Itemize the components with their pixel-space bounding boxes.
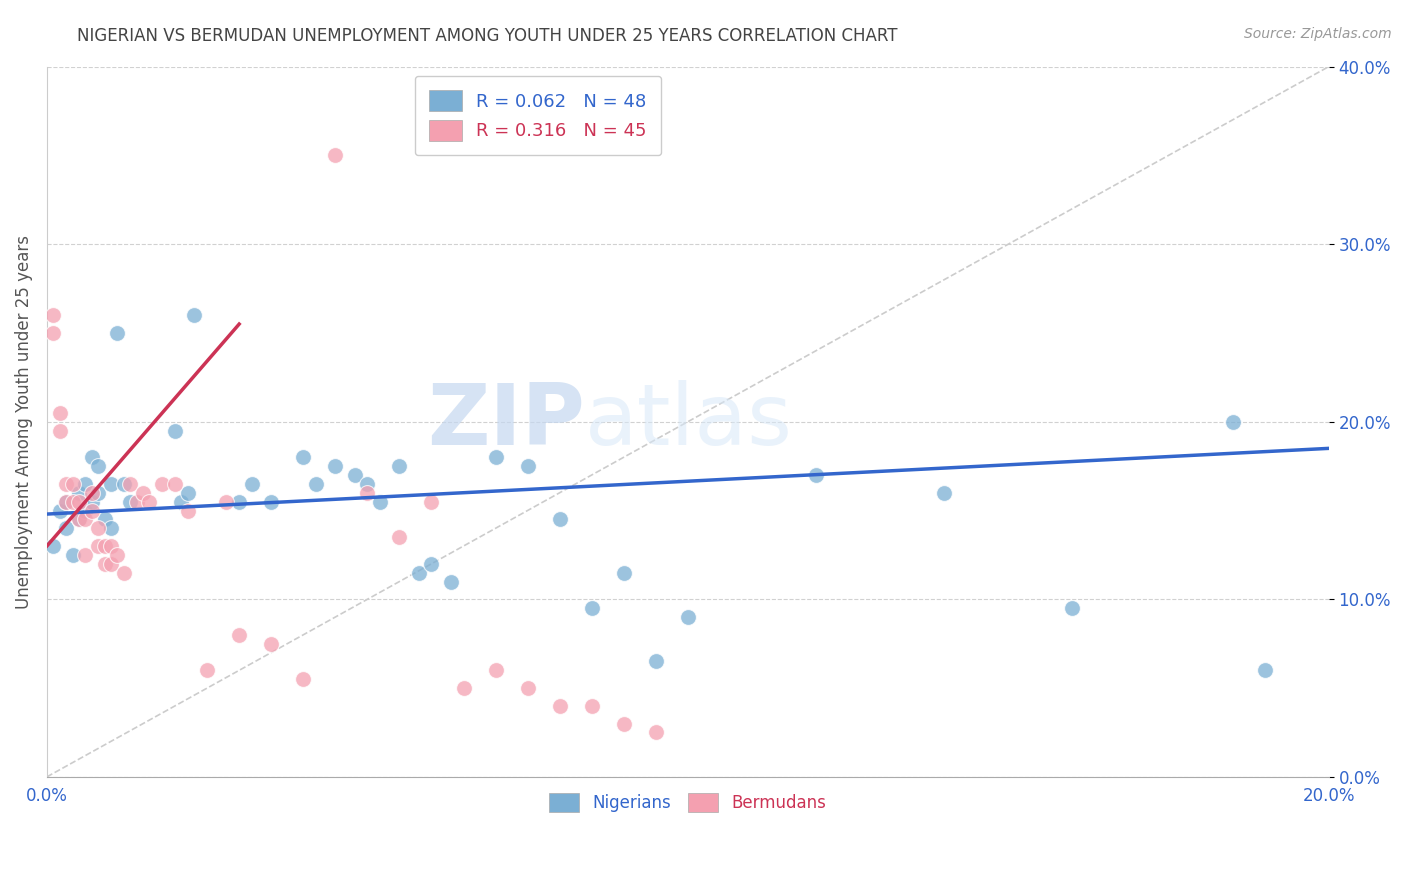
Nigerians (62, 548, 84, 562)
Text: ZIP: ZIP (427, 380, 585, 463)
Nigerians (240, 476, 263, 491)
Nigerians (165, 424, 187, 438)
Nigerians (934, 485, 956, 500)
Text: NIGERIAN VS BERMUDAN UNEMPLOYMENT AMONG YOUTH UNDER 25 YEARS CORRELATION CHART: NIGERIAN VS BERMUDAN UNEMPLOYMENT AMONG … (77, 27, 898, 45)
Nigerians (644, 655, 666, 669)
Bermudans (215, 494, 238, 508)
Bermudans (260, 637, 283, 651)
Bermudans (42, 308, 65, 322)
Nigerians (292, 450, 315, 465)
Bermudans (55, 476, 77, 491)
Bermudans (67, 494, 90, 508)
Bermudans (195, 663, 218, 677)
Nigerians (75, 503, 97, 517)
Nigerians (100, 521, 122, 535)
Nigerians (170, 494, 193, 508)
Nigerians (356, 476, 378, 491)
Bermudans (62, 494, 84, 508)
Y-axis label: Unemployment Among Youth under 25 years: Unemployment Among Youth under 25 years (15, 235, 32, 608)
Bermudans (132, 485, 155, 500)
Nigerians (343, 468, 366, 483)
Nigerians (484, 450, 506, 465)
Nigerians (676, 610, 699, 624)
Nigerians (323, 459, 346, 474)
Bermudans (93, 557, 115, 571)
Nigerians (388, 459, 411, 474)
Bermudans (48, 406, 70, 420)
Bermudans (138, 494, 160, 508)
Bermudans (292, 672, 315, 686)
Nigerians (75, 476, 97, 491)
Nigerians (42, 539, 65, 553)
Nigerians (183, 308, 205, 322)
Bermudans (80, 485, 103, 500)
Bermudans (150, 476, 173, 491)
Bermudans (100, 539, 122, 553)
Nigerians (67, 485, 90, 500)
Bermudans (75, 512, 97, 526)
Nigerians (105, 326, 128, 340)
Bermudans (581, 698, 603, 713)
Nigerians (260, 494, 283, 508)
Bermudans (125, 494, 148, 508)
Nigerians (516, 459, 538, 474)
Nigerians (1253, 663, 1275, 677)
Bermudans (165, 476, 187, 491)
Bermudans (613, 716, 636, 731)
Nigerians (408, 566, 430, 580)
Nigerians (177, 485, 200, 500)
Bermudans (93, 539, 115, 553)
Bermudans (177, 503, 200, 517)
Bermudans (420, 494, 443, 508)
Nigerians (305, 476, 328, 491)
Nigerians (440, 574, 463, 589)
Nigerians (80, 450, 103, 465)
Nigerians (67, 512, 90, 526)
Bermudans (55, 494, 77, 508)
Bermudans (453, 681, 475, 695)
Nigerians (55, 494, 77, 508)
Nigerians (120, 494, 142, 508)
Bermudans (120, 476, 142, 491)
Nigerians (420, 557, 443, 571)
Bermudans (87, 521, 110, 535)
Nigerians (55, 521, 77, 535)
Nigerians (581, 601, 603, 615)
Bermudans (75, 548, 97, 562)
Nigerians (80, 494, 103, 508)
Bermudans (548, 698, 571, 713)
Bermudans (228, 628, 250, 642)
Bermudans (112, 566, 135, 580)
Bermudans (323, 148, 346, 162)
Nigerians (613, 566, 636, 580)
Bermudans (356, 485, 378, 500)
Bermudans (67, 512, 90, 526)
Nigerians (100, 476, 122, 491)
Text: atlas: atlas (585, 380, 793, 463)
Nigerians (87, 459, 110, 474)
Nigerians (368, 494, 391, 508)
Bermudans (87, 539, 110, 553)
Nigerians (112, 476, 135, 491)
Legend: Nigerians, Bermudans: Nigerians, Bermudans (536, 780, 839, 825)
Bermudans (388, 530, 411, 544)
Nigerians (1222, 415, 1244, 429)
Bermudans (100, 557, 122, 571)
Bermudans (62, 476, 84, 491)
Bermudans (80, 503, 103, 517)
Bermudans (48, 424, 70, 438)
Bermudans (644, 725, 666, 739)
Nigerians (1062, 601, 1084, 615)
Bermudans (42, 326, 65, 340)
Nigerians (93, 512, 115, 526)
Nigerians (228, 494, 250, 508)
Bermudans (516, 681, 538, 695)
Nigerians (48, 503, 70, 517)
Nigerians (548, 512, 571, 526)
Bermudans (484, 663, 506, 677)
Nigerians (87, 485, 110, 500)
Bermudans (105, 548, 128, 562)
Text: Source: ZipAtlas.com: Source: ZipAtlas.com (1244, 27, 1392, 41)
Nigerians (804, 468, 827, 483)
